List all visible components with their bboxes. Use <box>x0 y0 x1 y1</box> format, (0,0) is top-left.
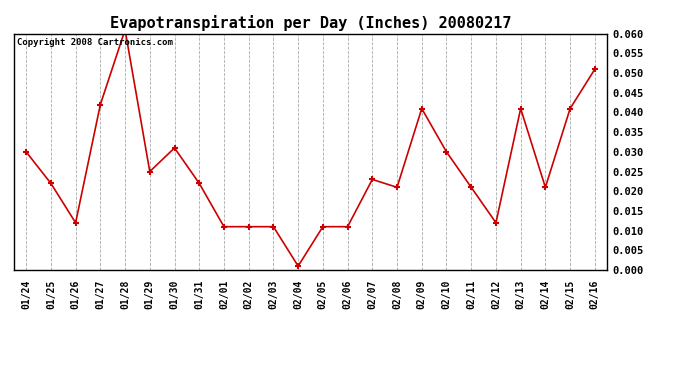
Title: Evapotranspiration per Day (Inches) 20080217: Evapotranspiration per Day (Inches) 2008… <box>110 15 511 31</box>
Text: Copyright 2008 Cartronics.com: Copyright 2008 Cartronics.com <box>17 39 172 48</box>
